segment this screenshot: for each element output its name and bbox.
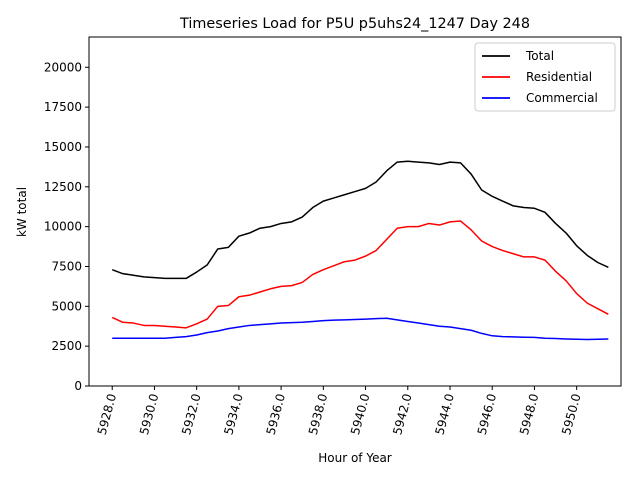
y-tick-label: 20000 [44,60,82,74]
y-tick-label: 7500 [51,259,82,273]
x-axis-label: Hour of Year [318,451,392,465]
y-tick-label: 10000 [44,220,82,234]
chart-title: Timeseries Load for P5U p5uhs24_1247 Day… [179,16,530,32]
y-tick-label: 5000 [51,299,82,313]
y-tick-label: 17500 [44,100,82,114]
y-tick-label: 2500 [51,339,82,353]
plot-frame [88,36,622,387]
series-line-commercial [112,317,609,341]
y-tick-label: 0 [74,379,82,393]
legend: Total Residential Commercial [474,42,616,112]
series-line-total [111,160,609,280]
y-axis-label: kW total [15,187,29,237]
legend-label-total: Total [525,49,554,63]
y-tick-label: 12500 [44,180,82,194]
legend-label-commercial: Commercial [526,91,598,105]
y-tick-label: 15000 [44,140,82,154]
series-lines [111,160,609,341]
series-line-residential [111,220,609,329]
legend-label-residential: Residential [526,70,592,84]
legend-box [474,42,616,112]
